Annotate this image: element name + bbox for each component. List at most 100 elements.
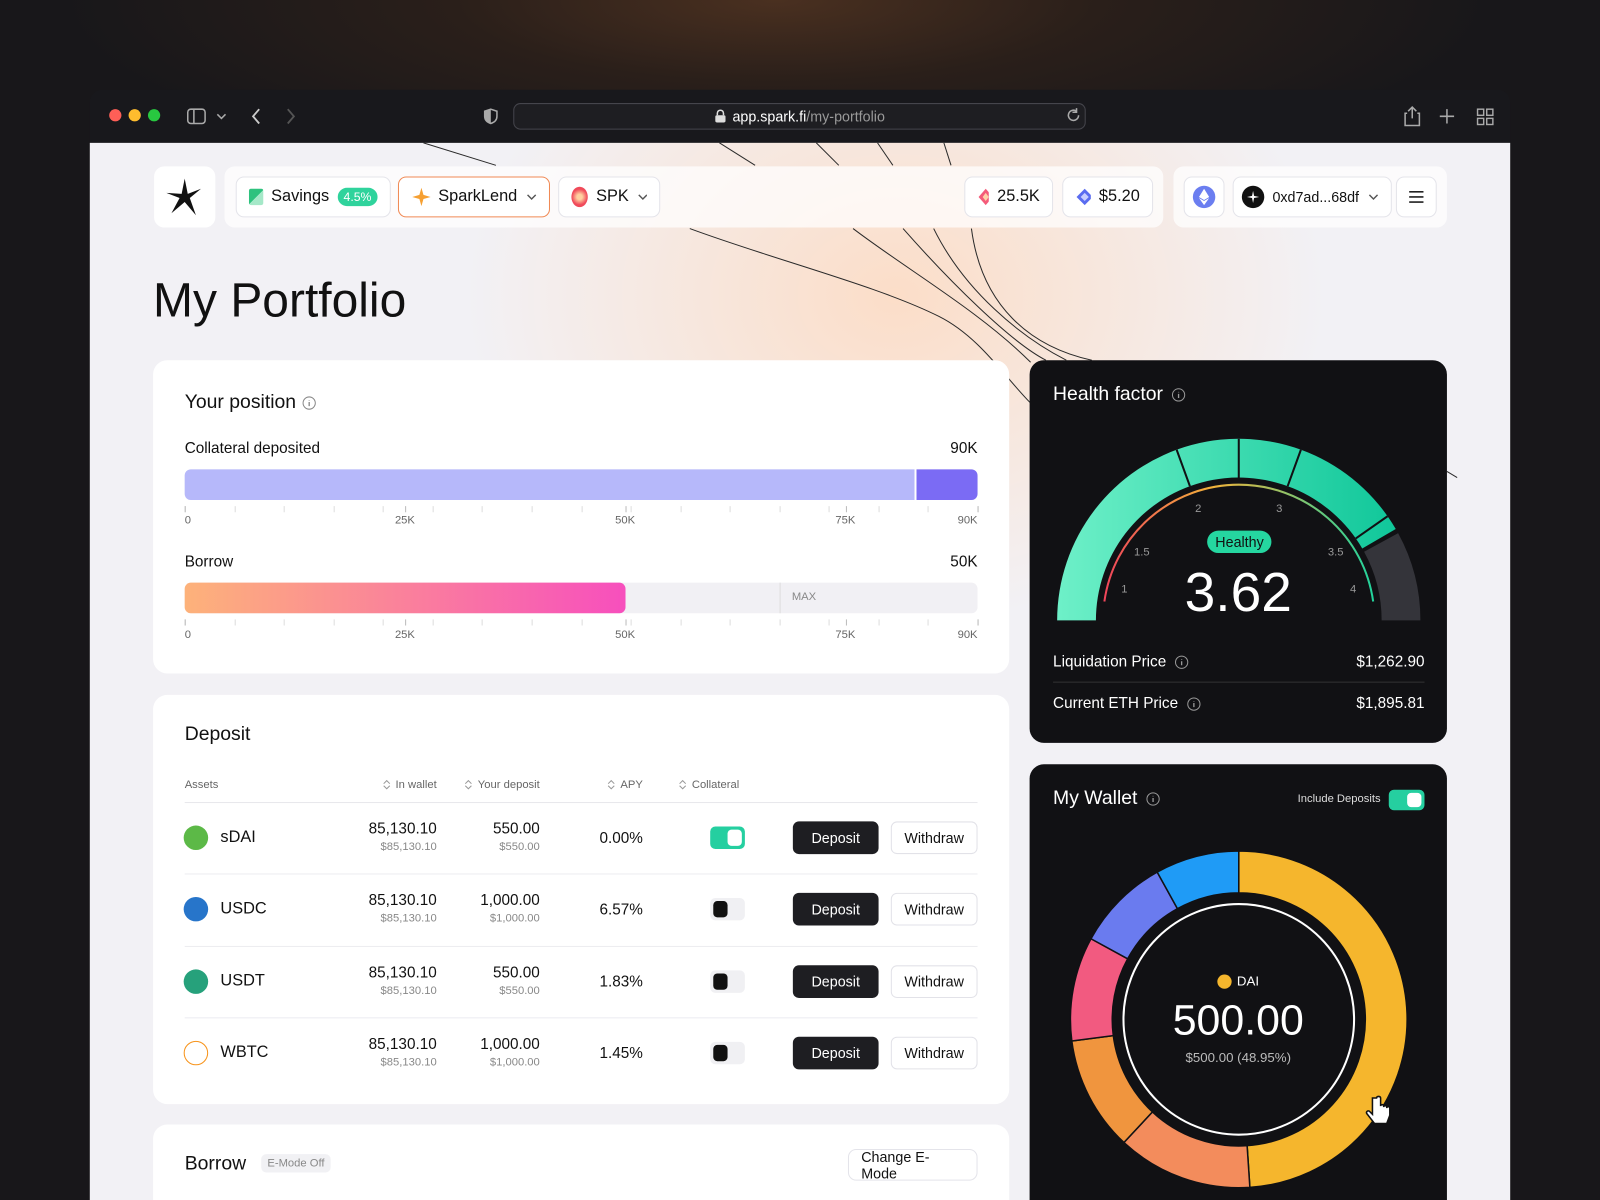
url-bar[interactable]: app.spark.fi/my-portfolio — [513, 103, 1086, 130]
minor-tick — [482, 506, 484, 513]
menu-button[interactable] — [1395, 176, 1437, 218]
savings-label: Savings — [271, 187, 330, 206]
column-header: APY — [607, 779, 643, 791]
scale-label: 0 — [184, 514, 191, 527]
token-balance[interactable]: 25.5K — [964, 176, 1054, 218]
health-value: 3.62 — [1184, 562, 1292, 624]
scale-label: 75K — [835, 628, 856, 641]
scale-tick — [184, 506, 186, 513]
menu-icon — [1409, 191, 1424, 203]
window-minimize[interactable] — [128, 109, 141, 122]
eth-price-label: Current ETH Price — [1053, 694, 1179, 713]
minor-tick — [234, 619, 236, 626]
address-button[interactable]: 0xd7ad...68df — [1232, 176, 1392, 218]
gauge-tick-label: 1.5 — [1134, 546, 1150, 558]
minor-tick — [680, 619, 682, 626]
scale-tick — [625, 619, 627, 626]
deposit-title: Deposit — [184, 723, 251, 745]
deposit-card — [153, 694, 1010, 1105]
reload-icon[interactable] — [1065, 107, 1081, 123]
asset-name: sDAI — [220, 828, 256, 846]
chevron — [526, 194, 537, 200]
window-close[interactable] — [109, 109, 122, 122]
deposit-button[interactable]: Deposit — [792, 821, 879, 855]
in-wallet: 85,130.10 — [368, 892, 437, 910]
minor-tick — [927, 506, 930, 513]
donut-ring — [1122, 903, 1356, 1136]
wallet-donut — [1069, 850, 1408, 1189]
window-zoom[interactable] — [147, 109, 161, 122]
in-wallet-usd: $85,130.10 — [380, 984, 437, 997]
spk-balance[interactable]: $5.20 — [1062, 176, 1154, 218]
change-emode-button[interactable]: Change E-Mode — [847, 1148, 978, 1181]
column-label: APY — [620, 778, 643, 791]
deposit-button[interactable]: Deposit — [792, 893, 879, 926]
sparklend-label: SparkLend — [438, 187, 518, 206]
scale-label: 75K — [835, 514, 856, 527]
withdraw-button[interactable]: Withdraw — [890, 1036, 978, 1070]
bar-fill — [184, 582, 626, 614]
collateral-toggle[interactable] — [710, 826, 745, 849]
scale-tick — [977, 506, 979, 513]
column-header: In wallet — [382, 779, 437, 791]
position-title: Your position — [184, 391, 297, 414]
chevron — [1368, 194, 1378, 200]
asset-name: USDC — [220, 900, 267, 918]
token-icon — [978, 188, 989, 206]
minor-tick — [581, 506, 583, 513]
deposit-button[interactable]: Deposit — [792, 965, 879, 998]
wallet-title: My Wallet — [1053, 787, 1138, 810]
minor-tick — [482, 619, 484, 626]
savings-rate: 4.5% — [337, 187, 378, 207]
gauge-fill — [1057, 438, 1396, 621]
scale-tick — [845, 506, 847, 513]
withdraw-button[interactable]: Withdraw — [890, 821, 978, 855]
asset-icon — [183, 969, 209, 994]
liquidation-label: Liquidation Price — [1053, 653, 1167, 671]
wallet-asset: DAI — [1030, 973, 1447, 989]
column-header: Assets — [185, 779, 219, 791]
scale-tick — [184, 619, 186, 626]
sparklend-tab[interactable]: SparkLend — [397, 176, 550, 218]
network-button[interactable] — [1183, 176, 1225, 218]
info-icon — [1174, 655, 1189, 669]
browser-actions[interactable] — [1400, 104, 1498, 128]
your-deposit: 550.00 — [492, 820, 540, 838]
savings-tab[interactable]: Savings 4.5% — [235, 176, 391, 218]
collateral-label: Collateral deposited — [184, 439, 320, 458]
minor-tick — [729, 506, 731, 513]
scale-label: 50K — [615, 514, 636, 527]
risk-arc — [1103, 483, 1375, 602]
toggle-knob — [727, 829, 742, 846]
scale-label: 50K — [615, 628, 636, 641]
max-label: MAX — [791, 590, 817, 604]
collateral-toggle[interactable] — [710, 1042, 745, 1065]
minor-tick — [779, 619, 781, 626]
include-deposits-toggle[interactable] — [1388, 789, 1425, 811]
browser-nav-icons[interactable] — [184, 104, 306, 128]
column-header: Collateral — [679, 779, 739, 791]
minor-tick — [531, 619, 533, 626]
logo-button[interactable] — [154, 166, 216, 228]
bar-fill — [184, 469, 978, 500]
your-deposit: 550.00 — [492, 964, 540, 982]
borrow-value: 50K — [950, 553, 978, 571]
apy: 1.45% — [599, 1045, 643, 1063]
eth-price-value: $1,895.81 — [1356, 694, 1425, 713]
wallet-heading: My Wallet — [1053, 788, 1160, 810]
in-wallet: 85,130.10 — [368, 820, 437, 838]
spk-tab[interactable]: SPK — [558, 176, 661, 218]
row-divider — [184, 945, 978, 947]
minor-tick — [581, 619, 583, 626]
asset-icon — [183, 1041, 209, 1066]
gauge-tick-label: 1 — [1121, 584, 1127, 596]
your-deposit-usd: $550.00 — [499, 984, 540, 997]
deposit-button[interactable]: Deposit — [792, 1036, 879, 1070]
minor-tick — [531, 506, 533, 513]
withdraw-button[interactable]: Withdraw — [890, 893, 978, 926]
collateral-toggle[interactable] — [710, 970, 745, 993]
collateral-toggle[interactable] — [710, 898, 745, 921]
emode-badge: E-Mode Off — [261, 1154, 331, 1173]
withdraw-button[interactable]: Withdraw — [890, 965, 978, 998]
apy: 0.00% — [599, 829, 643, 847]
